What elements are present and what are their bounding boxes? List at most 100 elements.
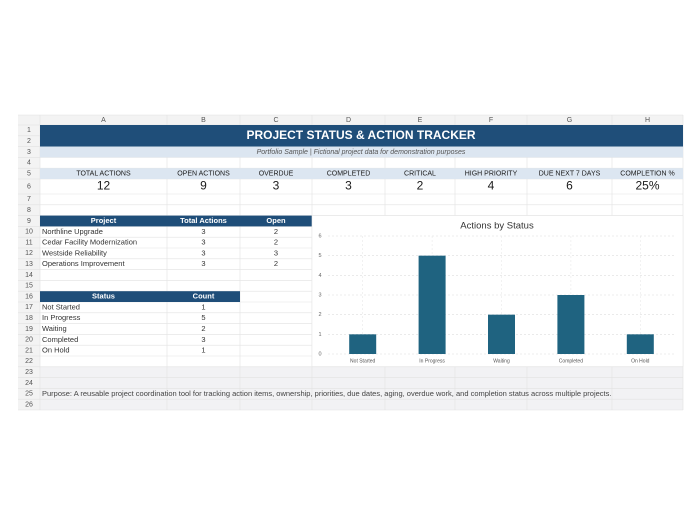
column-header: D bbox=[346, 117, 351, 124]
x-tick-label: Completed bbox=[559, 358, 583, 364]
table-cell: 2 bbox=[274, 227, 278, 236]
table-header-cell: Status bbox=[92, 292, 115, 301]
table-cell: 3 bbox=[201, 248, 205, 257]
y-tick-label: 1 bbox=[318, 332, 321, 338]
table-header bbox=[40, 215, 312, 227]
kpi-value: 2 bbox=[417, 179, 424, 193]
kpi-label: OVERDUE bbox=[259, 170, 294, 177]
row-header: 25 bbox=[25, 391, 33, 398]
title-band bbox=[40, 125, 683, 147]
row-header: 15 bbox=[25, 283, 33, 290]
y-tick-label: 6 bbox=[318, 233, 321, 239]
table-header-cell: Count bbox=[193, 292, 215, 301]
column-header: E bbox=[418, 117, 423, 124]
kpi-value: 9 bbox=[200, 179, 207, 193]
column-header: B bbox=[201, 117, 206, 124]
row-header: 18 bbox=[25, 315, 33, 322]
row-header: 11 bbox=[25, 239, 32, 246]
row-header: 13 bbox=[25, 261, 33, 268]
y-tick-label: 5 bbox=[318, 253, 321, 259]
table-cell: Not Started bbox=[42, 302, 80, 311]
kpi-label: COMPLETION % bbox=[620, 170, 674, 177]
table-cell: 2 bbox=[274, 238, 278, 247]
table-cell: 3 bbox=[201, 335, 205, 344]
table-cell: 1 bbox=[201, 302, 205, 311]
bar bbox=[557, 295, 585, 354]
table-cell: On Hold bbox=[42, 346, 70, 355]
row-header: 8 bbox=[27, 207, 31, 214]
kpi-label: COMPLETED bbox=[327, 170, 371, 177]
row-header: 23 bbox=[25, 369, 33, 376]
kpi-label: OPEN ACTIONS bbox=[177, 170, 230, 177]
kpi-label-band bbox=[40, 168, 683, 179]
bar bbox=[418, 255, 446, 354]
table-header-cell: Total Actions bbox=[180, 216, 227, 225]
x-tick-label: In Progress bbox=[419, 358, 445, 364]
column-header: A bbox=[101, 117, 106, 124]
kpi-label: HIGH PRIORITY bbox=[465, 170, 518, 177]
row-header: 10 bbox=[25, 229, 33, 236]
row-header: 5 bbox=[27, 170, 31, 177]
row-header: 21 bbox=[25, 347, 33, 354]
kpi-label: DUE NEXT 7 DAYS bbox=[539, 170, 601, 177]
title: PROJECT STATUS & ACTION TRACKER bbox=[246, 128, 475, 142]
row-header: 26 bbox=[25, 401, 33, 408]
row-header: 19 bbox=[25, 326, 33, 333]
kpi-label: CRITICAL bbox=[404, 170, 436, 177]
x-tick-label: On Hold bbox=[631, 358, 650, 364]
table-cell: 2 bbox=[201, 324, 205, 333]
row-header: 16 bbox=[25, 293, 33, 300]
column-header: H bbox=[645, 117, 650, 124]
y-tick-label: 0 bbox=[318, 351, 321, 357]
row-header: 3 bbox=[27, 149, 31, 156]
kpi-value: 12 bbox=[97, 179, 111, 193]
column-header: G bbox=[567, 117, 572, 124]
row-header: 9 bbox=[27, 218, 31, 225]
table-cell: 1 bbox=[201, 346, 205, 355]
bar bbox=[488, 314, 515, 354]
table-cell: Westside Reliability bbox=[42, 248, 107, 257]
kpi-label: TOTAL ACTIONS bbox=[76, 170, 131, 177]
table-cell: 3 bbox=[201, 259, 205, 268]
row-header: 24 bbox=[25, 380, 33, 387]
table-header-cell: Project bbox=[91, 216, 117, 225]
kpi-value: 6 bbox=[566, 179, 573, 193]
table-header bbox=[40, 291, 240, 302]
purpose: Purpose: A reusable project coordination… bbox=[42, 389, 611, 398]
row-header: 14 bbox=[25, 272, 33, 279]
kpi-value: 25% bbox=[635, 179, 659, 193]
bar bbox=[349, 334, 377, 354]
x-tick-label: Waiting bbox=[493, 358, 510, 364]
y-tick-label: 2 bbox=[318, 312, 321, 318]
row-header-bar bbox=[18, 125, 40, 410]
table-cell: Cedar Facility Modernization bbox=[42, 238, 137, 247]
y-tick-label: 3 bbox=[318, 292, 321, 298]
y-tick-label: 4 bbox=[318, 273, 321, 279]
table-cell: In Progress bbox=[42, 313, 81, 322]
table-cell: 5 bbox=[201, 313, 205, 322]
row-header: 12 bbox=[25, 250, 33, 257]
table-cell: Northline Upgrade bbox=[42, 227, 103, 236]
subtitle-band bbox=[40, 146, 683, 158]
chart-title: Actions by Status bbox=[460, 221, 534, 232]
kpi-value: 4 bbox=[488, 179, 495, 193]
table-cell: 3 bbox=[201, 227, 205, 236]
kpi-value: 3 bbox=[273, 179, 280, 193]
row-header: 2 bbox=[27, 138, 31, 145]
row-header: 6 bbox=[27, 183, 31, 190]
row-header: 7 bbox=[27, 196, 31, 203]
bar bbox=[626, 334, 654, 354]
table-cell: Operations Improvement bbox=[42, 259, 125, 268]
table-cell: Waiting bbox=[42, 324, 67, 333]
subtitle: Portfolio Sample | Fictional project dat… bbox=[257, 149, 466, 156]
row-header: 17 bbox=[25, 304, 33, 311]
row-header: 4 bbox=[27, 160, 31, 167]
table-header-cell: Open bbox=[266, 216, 286, 225]
column-header-bar bbox=[18, 115, 683, 125]
table-cell: 3 bbox=[274, 248, 278, 257]
table-cell: Completed bbox=[42, 335, 78, 344]
row-header: 22 bbox=[25, 358, 33, 365]
column-header: F bbox=[489, 117, 493, 124]
